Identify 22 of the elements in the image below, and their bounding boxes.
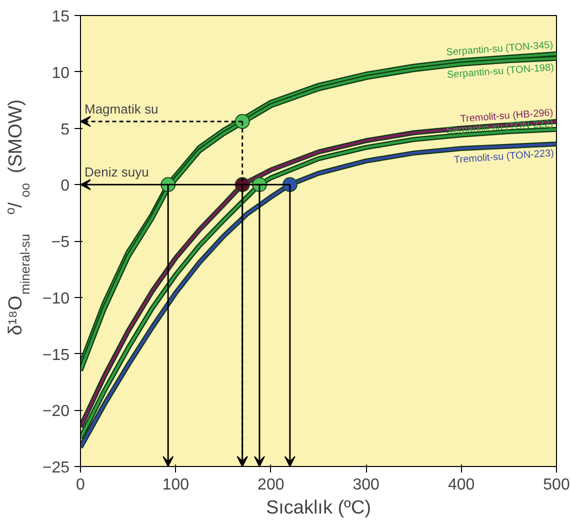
y-tick-label: 5: [60, 121, 70, 138]
x-tick-label: 0: [76, 476, 86, 494]
x-tick-label: 200: [258, 476, 284, 494]
y-tick-label: −5: [51, 234, 70, 251]
x-tick-label: 300: [352, 476, 380, 494]
y-tick-label: −15: [42, 346, 70, 364]
x-tick-label: 400: [448, 476, 475, 494]
y-tick-label: −25: [42, 460, 70, 476]
x-tick-label: 100: [162, 476, 190, 494]
y-tick-label: 15: [52, 8, 70, 26]
series-label: Tremolit-su (TON-223): [454, 148, 554, 166]
y-tick-label: −20: [42, 403, 70, 420]
x-tick-label: 500: [543, 476, 570, 494]
y-tick-label: −10: [42, 290, 70, 308]
series-label: Serpantin-su (TON-198): [446, 62, 554, 81]
text: δ¹⁸Omineral-su o/oo (SMOW): [2, 99, 32, 336]
x-axis-title: Sıcaklık (ºC): [266, 498, 372, 518]
y-tick-label: 10: [52, 64, 70, 82]
annotation: Deniz suyu: [84, 164, 149, 180]
series-label: Serpantin-su (TON-345): [446, 40, 554, 58]
annotation: Magmatik su: [84, 101, 158, 116]
y-tick-label: 0: [60, 178, 70, 195]
